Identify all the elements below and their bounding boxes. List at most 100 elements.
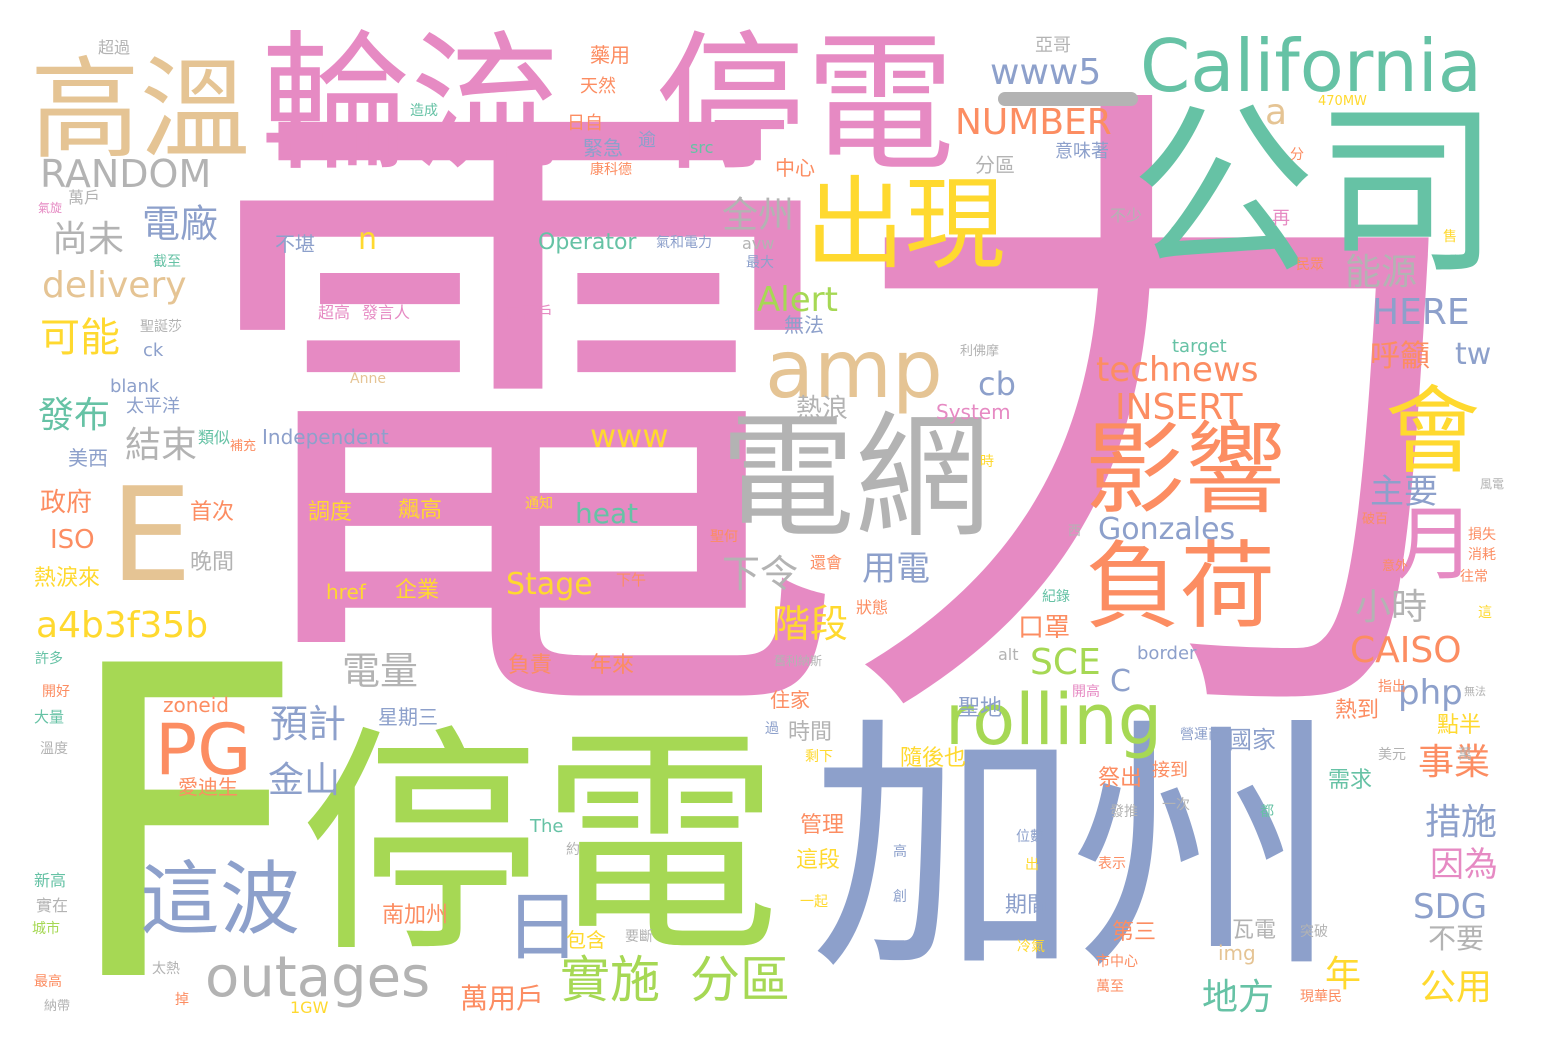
word: 掉 (175, 992, 189, 1008)
word: 實施 (560, 951, 660, 1009)
word: 月 (1395, 498, 1475, 591)
word: 天然 (580, 76, 616, 97)
word: 下午 (616, 571, 647, 589)
word: 熱淚來 (34, 566, 101, 591)
word: CAISO (1350, 630, 1462, 671)
word: 國家 (1228, 726, 1276, 754)
word: 不堪 (275, 232, 315, 256)
word: 這 (1478, 605, 1492, 621)
word: 分 (1290, 147, 1304, 163)
word: 要斷 (625, 929, 653, 945)
word: 聖何 (710, 529, 738, 545)
word: 包含 (566, 928, 606, 952)
word: 市中心 (1096, 954, 1138, 970)
word: 太熱 (152, 961, 180, 977)
word: 無法 (1464, 685, 1486, 698)
word: 通知 (525, 496, 553, 512)
word: www5 (990, 52, 1102, 93)
word: 不要 (1428, 922, 1485, 955)
word: 這段 (796, 848, 841, 873)
word: 金山 (268, 760, 341, 801)
word: 氣和電力 (656, 235, 712, 251)
word: 西 (1068, 524, 1082, 539)
word: www (590, 417, 669, 455)
word: 時 (980, 454, 994, 470)
word: 預計 (270, 702, 347, 746)
word: 飆高 (398, 498, 443, 523)
word: 負責 (508, 653, 553, 678)
word: technews (1096, 350, 1259, 390)
word: 民眾 (1296, 257, 1324, 273)
word: 時間 (788, 720, 833, 745)
word: 日 (505, 883, 581, 971)
word: 這波 (140, 853, 300, 946)
word: php (1398, 673, 1463, 713)
word: 意外 (1382, 559, 1409, 574)
word: 美元 (1378, 747, 1406, 763)
word: 再 (1272, 208, 1290, 229)
word: 美西 (68, 446, 108, 470)
word: 點半 (1437, 713, 1482, 738)
word: img (1218, 941, 1256, 965)
word: 能源 (1345, 252, 1418, 293)
word: 營運商 (1180, 727, 1222, 743)
word: 階段 (772, 602, 849, 646)
word: 企業 (395, 578, 440, 603)
word: 措施 (1425, 802, 1498, 843)
word: 口罩 (1018, 613, 1071, 643)
word: 接到 (1152, 760, 1188, 781)
word: 政府 (40, 488, 93, 518)
word: 因為 (1430, 845, 1498, 885)
word: 狀態 (856, 598, 889, 617)
word: 新高 (34, 871, 67, 890)
word: 剩下 (805, 749, 833, 765)
word: 指出 (1378, 679, 1406, 695)
word: 電廠 (142, 202, 219, 246)
word: 緊急 (583, 136, 623, 160)
word: Independent (262, 425, 389, 449)
word: 冷氣 (1017, 939, 1045, 955)
word: 公司 (1130, 84, 1500, 300)
word: 超高 (318, 303, 351, 322)
word: 超過 (98, 38, 131, 57)
word: 年 (1325, 954, 1362, 995)
word: 調度 (308, 500, 353, 525)
word: 停電 (655, 18, 956, 192)
word: SDG (1413, 887, 1488, 927)
word: 出 (1025, 857, 1039, 873)
word: 聖誕莎 (140, 319, 182, 335)
word: avw (742, 234, 775, 253)
word: 突破 (1300, 924, 1328, 940)
word: 期間 (1005, 893, 1050, 918)
word: 愛迪生 (178, 775, 238, 799)
word: 會 (1385, 377, 1481, 487)
word: 主要 (1370, 472, 1438, 512)
word: 大量 (34, 708, 65, 726)
word: System (936, 400, 1011, 424)
word: Anne (350, 371, 386, 387)
word: 截至 (153, 254, 181, 270)
word: 熱到 (1335, 698, 1380, 723)
word: 造成 (410, 103, 438, 119)
word: outages (205, 945, 431, 1010)
word: PG (155, 709, 252, 791)
word: 用電 (862, 549, 930, 589)
word: 需求 (1328, 768, 1373, 793)
word: 開好 (42, 684, 70, 700)
word: 意味著 (1055, 141, 1109, 162)
word: 公用 (1420, 967, 1493, 1008)
word: 發布 (38, 395, 111, 436)
word: src (690, 138, 714, 157)
word: 分區 (975, 153, 1015, 177)
word: 瓦電 (1232, 918, 1277, 943)
word: heat (575, 497, 639, 530)
word: blank (110, 376, 160, 397)
word: 輪流 (260, 18, 561, 192)
word: delivery (42, 265, 187, 306)
word: 加州 (810, 692, 1340, 1007)
word: alt (998, 645, 1019, 664)
word: 小時 (1355, 587, 1428, 628)
word: 電力 (190, 35, 1490, 804)
word: 日自 (567, 113, 603, 134)
